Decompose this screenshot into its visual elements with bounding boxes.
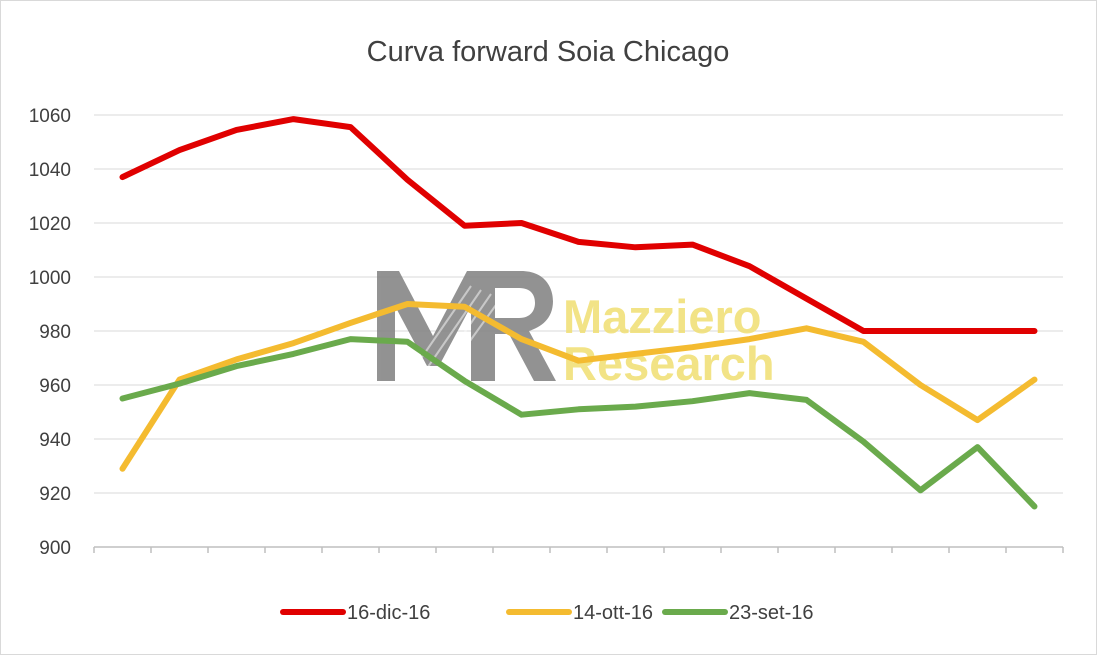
series-1-point [863,330,864,332]
series-3-point [293,353,294,355]
y-tick-label-940: 940 [39,430,71,451]
y-tick-label-1040: 1040 [29,160,71,181]
series-3-point [521,414,522,416]
series-1-point [692,244,693,246]
series-3-point [920,489,921,491]
series-3-point [806,399,807,401]
series-3-point [863,441,864,443]
series-2-point [1034,379,1035,381]
series-lines [119,116,1038,510]
series-3-point [407,341,408,343]
series-3-point [1034,506,1035,507]
y-tick-label-900: 900 [39,538,71,559]
series-2-point [578,360,579,362]
y-tick-label-920: 920 [39,484,71,505]
series-1-point [350,126,351,128]
chart-title: Curva forward Soia Chicago [367,36,730,68]
series-1-point [122,176,123,178]
y-tick-label-1000: 1000 [29,268,71,289]
mr-logo-icon [377,271,556,382]
series-1-point [236,129,237,131]
watermark-mazziero: Mazziero [563,290,762,343]
series-3-point [635,406,636,408]
legend: 16-dic-16 14-ott-16 23-set-16 [280,602,814,624]
series-2-point [635,353,636,355]
series-1-point [521,222,522,224]
watermark-research: Research [563,337,775,390]
series-3-point [179,383,180,385]
series-1-point [407,179,408,181]
legend-label-2: 14-ott-16 [573,602,653,624]
series-2-point [179,379,180,381]
series-3-point [977,446,978,448]
series-1-point [464,225,465,227]
series-2-point [350,322,351,324]
series-2-point [977,419,978,421]
series-1-point [179,149,180,151]
series-1-point [635,246,636,248]
series-2-point [293,342,294,344]
series-2-point [692,346,693,348]
series-3-point [350,338,351,340]
series-3-point [122,398,123,399]
series-1-point [1034,330,1035,332]
series-3-point [692,400,693,402]
series-2-point [407,303,408,305]
y-tick-label-1020: 1020 [29,214,71,235]
series-2-point [236,358,237,360]
series-1-point [293,118,294,120]
series-3-point [236,365,237,367]
series-2-point [749,338,750,340]
series-2-point [863,341,864,343]
y-tick-label-960: 960 [39,376,71,397]
series-2-point [464,306,465,308]
series-3-point [464,380,465,382]
x-axis [93,546,1064,553]
series-2-point [920,384,921,386]
legend-label-3: 23-set-16 [729,602,814,624]
y-tick-label-980: 980 [39,322,71,343]
watermark-logo: Mazziero Research [377,271,775,390]
series-3-point [578,408,579,410]
series-2-point [806,327,807,329]
series-3-point [749,392,750,394]
series-1-point [920,330,921,332]
series-2-point [521,338,522,340]
series-1-point [749,265,750,267]
series-2-point [122,468,123,470]
y-tick-label-1060: 1060 [29,106,71,127]
y-axis-tick-labels: 900 920 940 960 980 1000 1020 1040 1060 [29,106,71,559]
series-1-point [977,330,978,332]
legend-label-1: 16-dic-16 [347,602,430,624]
series-1-point [578,241,579,243]
series-1-point [806,298,807,300]
gridlines [94,114,1063,494]
